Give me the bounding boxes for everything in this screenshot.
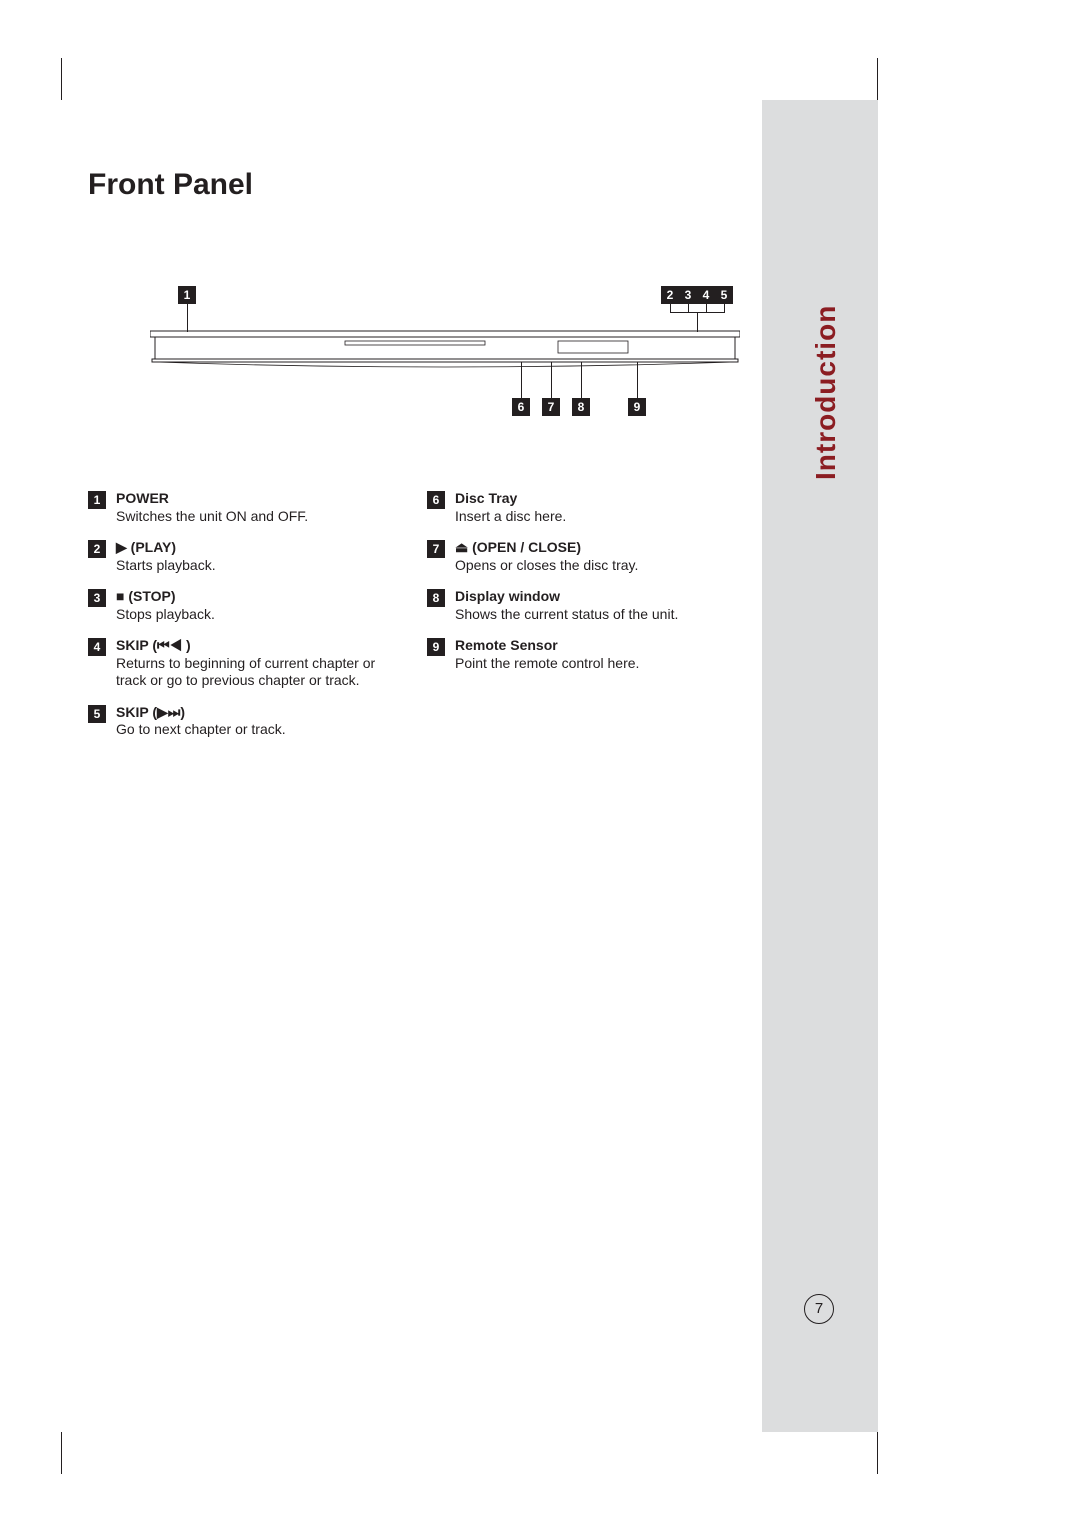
list-item: 9 Remote Sensor Point the remote control…	[427, 637, 740, 672]
crop-mark	[61, 1432, 62, 1474]
callout-7: 7	[542, 398, 560, 416]
callout-2: 2	[661, 286, 679, 304]
description-columns: 1 POWER Switches the unit ON and OFF. 2 …	[88, 490, 740, 753]
list-item: 4 SKIP (⏮◀ ) Returns to beginning of cur…	[88, 637, 401, 690]
callout-9: 9	[628, 398, 646, 416]
eject-icon: ⏏	[455, 539, 468, 555]
page-title: Front Panel	[88, 168, 253, 202]
item-text: SKIP (⏮◀ ) Returns to beginning of curre…	[116, 637, 401, 690]
leader-line	[724, 304, 725, 312]
item-number: 9	[427, 638, 445, 656]
list-item: 5 SKIP (▶⏭) Go to next chapter or track.	[88, 704, 401, 739]
item-desc: Opens or closes the disc tray.	[455, 557, 638, 575]
callout-8: 8	[572, 398, 590, 416]
item-title: (OPEN / CLOSE)	[472, 539, 581, 555]
item-number: 2	[88, 540, 106, 558]
device-diagram	[150, 325, 740, 369]
callout-6: 6	[512, 398, 530, 416]
item-title: (STOP)	[128, 588, 175, 604]
callout-1: 1	[178, 286, 196, 304]
stop-icon: ■	[116, 588, 124, 604]
item-number: 5	[88, 705, 106, 723]
item-desc: Starts playback.	[116, 557, 216, 575]
item-number: 4	[88, 638, 106, 656]
item-title: SKIP (⏮◀ )	[116, 637, 191, 653]
item-number: 7	[427, 540, 445, 558]
item-number: 8	[427, 589, 445, 607]
page-number: 7	[804, 1294, 834, 1324]
crop-mark	[877, 58, 878, 100]
callout-4: 4	[697, 286, 715, 304]
item-title: (PLAY)	[131, 539, 176, 555]
left-column: 1 POWER Switches the unit ON and OFF. 2 …	[88, 490, 401, 753]
crop-mark	[877, 1432, 878, 1474]
leader-line	[688, 304, 689, 312]
item-title: Remote Sensor	[455, 637, 558, 653]
item-desc: Switches the unit ON and OFF.	[116, 508, 308, 526]
leader-line	[670, 304, 671, 312]
item-number: 3	[88, 589, 106, 607]
item-desc: Shows the current status of the unit.	[455, 606, 678, 624]
item-text: Display window Shows the current status …	[455, 588, 678, 623]
item-desc: Point the remote control here.	[455, 655, 639, 673]
item-text: SKIP (▶⏭) Go to next chapter or track.	[116, 704, 286, 739]
item-title: SKIP (▶⏭)	[116, 704, 185, 720]
item-text: ⏏ (OPEN / CLOSE) Opens or closes the dis…	[455, 539, 638, 574]
list-item: 1 POWER Switches the unit ON and OFF.	[88, 490, 401, 525]
item-text: ▶ (PLAY) Starts playback.	[116, 539, 216, 574]
item-title: Display window	[455, 588, 560, 604]
crop-mark	[61, 58, 62, 100]
callout-5: 5	[715, 286, 733, 304]
item-desc: Returns to beginning of current chapter …	[116, 655, 401, 690]
item-number: 1	[88, 491, 106, 509]
section-sidebar: Introduction	[762, 100, 878, 1432]
item-desc: Go to next chapter or track.	[116, 721, 286, 739]
list-item: 3 ■ (STOP) Stops playback.	[88, 588, 401, 623]
section-label: Introduction	[810, 305, 842, 480]
callout-3: 3	[679, 286, 697, 304]
item-text: POWER Switches the unit ON and OFF.	[116, 490, 308, 525]
item-title: Disc Tray	[455, 490, 517, 506]
list-item: 2 ▶ (PLAY) Starts playback.	[88, 539, 401, 574]
play-icon: ▶	[116, 539, 127, 555]
list-item: 7 ⏏ (OPEN / CLOSE) Opens or closes the d…	[427, 539, 740, 574]
leader-line	[706, 304, 707, 312]
item-title: POWER	[116, 490, 169, 506]
item-text: Disc Tray Insert a disc here.	[455, 490, 566, 525]
right-column: 6 Disc Tray Insert a disc here. 7 ⏏ (OPE…	[427, 490, 740, 753]
list-item: 6 Disc Tray Insert a disc here.	[427, 490, 740, 525]
item-number: 6	[427, 491, 445, 509]
item-text: Remote Sensor Point the remote control h…	[455, 637, 639, 672]
item-text: ■ (STOP) Stops playback.	[116, 588, 215, 623]
item-desc: Stops playback.	[116, 606, 215, 624]
item-desc: Insert a disc here.	[455, 508, 566, 526]
list-item: 8 Display window Shows the current statu…	[427, 588, 740, 623]
